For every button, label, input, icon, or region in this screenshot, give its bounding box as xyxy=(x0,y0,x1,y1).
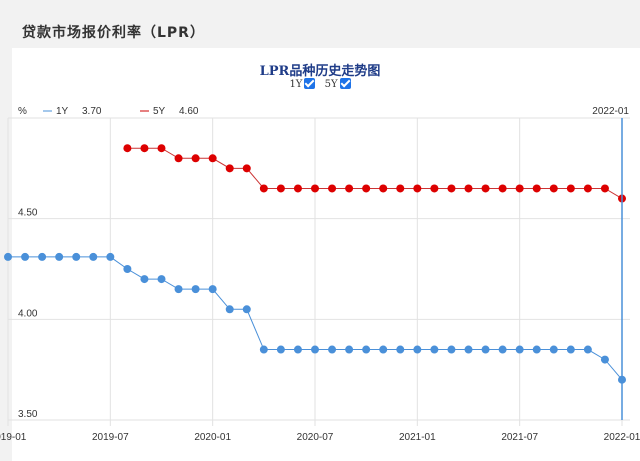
data-point-5y[interactable] xyxy=(293,184,302,193)
data-point-5y[interactable] xyxy=(140,144,149,153)
data-point-5y[interactable] xyxy=(225,164,234,173)
toggle-5y[interactable]: 5Y xyxy=(325,78,351,90)
data-point-5y[interactable] xyxy=(396,184,405,193)
y-tick-label: 4.00 xyxy=(18,308,38,319)
checkbox-1y[interactable] xyxy=(304,78,316,89)
x-tick-label: 2021-01 xyxy=(399,432,436,443)
x-axis-labels: 2019-01 2019-07 2020-01 2020-07 2021-01 2021-… xyxy=(0,432,640,443)
data-point-5y[interactable] xyxy=(242,164,251,173)
x-tick-label: 2021-07 xyxy=(501,432,538,443)
data-point-1y[interactable] xyxy=(259,345,268,354)
data-point-1y[interactable] xyxy=(515,345,524,354)
data-point-1y[interactable] xyxy=(276,345,285,354)
data-point-5y[interactable] xyxy=(174,154,183,163)
data-point-5y[interactable] xyxy=(191,154,200,163)
data-point-5y[interactable] xyxy=(566,184,575,193)
checkbox-5y[interactable] xyxy=(339,78,351,89)
cursor-date-label: 2022-01 xyxy=(592,106,629,117)
chart-card xyxy=(12,48,640,461)
data-point-5y[interactable] xyxy=(259,184,268,193)
data-point-1y[interactable] xyxy=(55,252,64,261)
data-point-1y[interactable] xyxy=(413,345,422,354)
x-tick-label: 2020-01 xyxy=(194,432,231,443)
data-point-1y[interactable] xyxy=(21,252,30,261)
toggle-1y[interactable]: 1Y xyxy=(289,78,316,90)
data-point-1y[interactable] xyxy=(447,345,456,354)
data-point-1y[interactable] xyxy=(498,345,507,354)
data-point-1y[interactable] xyxy=(242,305,251,314)
y-unit-label: % xyxy=(18,106,27,117)
y-tick-label: 4.50 xyxy=(18,208,38,219)
data-point-1y[interactable] xyxy=(106,252,115,261)
data-point-1y[interactable] xyxy=(396,345,405,354)
data-point-1y[interactable] xyxy=(225,305,234,314)
data-point-5y[interactable] xyxy=(208,154,217,163)
data-point-1y[interactable] xyxy=(191,285,200,294)
series-points xyxy=(4,144,626,384)
data-point-1y[interactable] xyxy=(72,252,81,261)
series-line-5y xyxy=(127,147,623,199)
data-point-1y[interactable] xyxy=(345,345,354,354)
data-point-1y[interactable] xyxy=(481,345,490,354)
data-point-1y[interactable] xyxy=(38,252,47,261)
data-point-1y[interactable] xyxy=(123,265,132,273)
y-axis-labels: 3.50 4.00 4.50 xyxy=(18,208,38,420)
data-point-5y[interactable] xyxy=(600,184,609,193)
x-tick-label: 2020-07 xyxy=(297,432,334,443)
data-point-1y[interactable] xyxy=(208,285,217,294)
data-point-1y[interactable] xyxy=(549,345,558,354)
legend-1y-value: 3.70 xyxy=(82,106,102,117)
grid-lines xyxy=(7,117,630,426)
data-point-5y[interactable] xyxy=(328,184,337,193)
data-point-1y[interactable] xyxy=(464,345,473,354)
data-point-5y[interactable] xyxy=(362,184,371,193)
legend-1y-name: 1Y xyxy=(56,106,69,117)
legend-5y-name: 5Y xyxy=(153,106,166,117)
x-tick-label: 2019-01 xyxy=(0,432,27,443)
data-point-1y[interactable] xyxy=(362,345,371,354)
data-point-1y[interactable] xyxy=(140,275,149,284)
data-point-5y[interactable] xyxy=(515,184,524,193)
data-point-1y[interactable] xyxy=(174,285,183,294)
data-point-1y[interactable] xyxy=(328,345,337,354)
x-tick-label: 2019-07 xyxy=(92,432,129,443)
data-point-1y[interactable] xyxy=(4,252,12,261)
data-point-1y[interactable] xyxy=(532,345,541,354)
page-title: 贷款市场报价利率（LPR） xyxy=(22,25,205,41)
data-point-5y[interactable] xyxy=(464,184,473,193)
data-point-5y[interactable] xyxy=(447,184,456,193)
data-point-5y[interactable] xyxy=(123,144,132,153)
chart-title: LPR品种历史走势图 xyxy=(259,64,381,79)
x-tick-label: 2022-01 xyxy=(604,432,640,443)
data-point-1y[interactable] xyxy=(566,345,575,354)
y-tick-label: 3.50 xyxy=(18,409,38,420)
data-point-5y[interactable] xyxy=(583,184,592,193)
data-point-1y[interactable] xyxy=(293,345,302,354)
data-point-5y[interactable] xyxy=(532,184,541,193)
data-point-5y[interactable] xyxy=(481,184,490,193)
data-point-5y[interactable] xyxy=(413,184,422,193)
data-point-1y[interactable] xyxy=(600,355,609,364)
legend-5y-value: 4.60 xyxy=(179,106,199,117)
data-point-1y[interactable] xyxy=(583,345,592,354)
data-point-5y[interactable] xyxy=(498,184,507,193)
toggle-1y-label: 1Y xyxy=(289,79,303,90)
data-point-5y[interactable] xyxy=(345,184,354,193)
data-point-1y[interactable] xyxy=(379,345,388,354)
data-point-1y[interactable] xyxy=(430,345,439,354)
data-point-5y[interactable] xyxy=(430,184,439,193)
data-point-5y[interactable] xyxy=(549,184,558,193)
data-point-1y[interactable] xyxy=(157,275,166,284)
data-point-1y[interactable] xyxy=(89,252,98,261)
data-point-5y[interactable] xyxy=(379,184,388,193)
data-point-5y[interactable] xyxy=(276,184,285,193)
data-point-5y[interactable] xyxy=(311,184,319,193)
toggle-5y-label: 5Y xyxy=(324,79,338,90)
series-toggles: 1Y 5Y xyxy=(0,78,640,90)
data-point-1y[interactable] xyxy=(311,345,319,354)
legend: % 1Y 3.70 5Y 4.60 2022-01 xyxy=(18,106,629,117)
data-point-5y[interactable] xyxy=(157,144,166,153)
